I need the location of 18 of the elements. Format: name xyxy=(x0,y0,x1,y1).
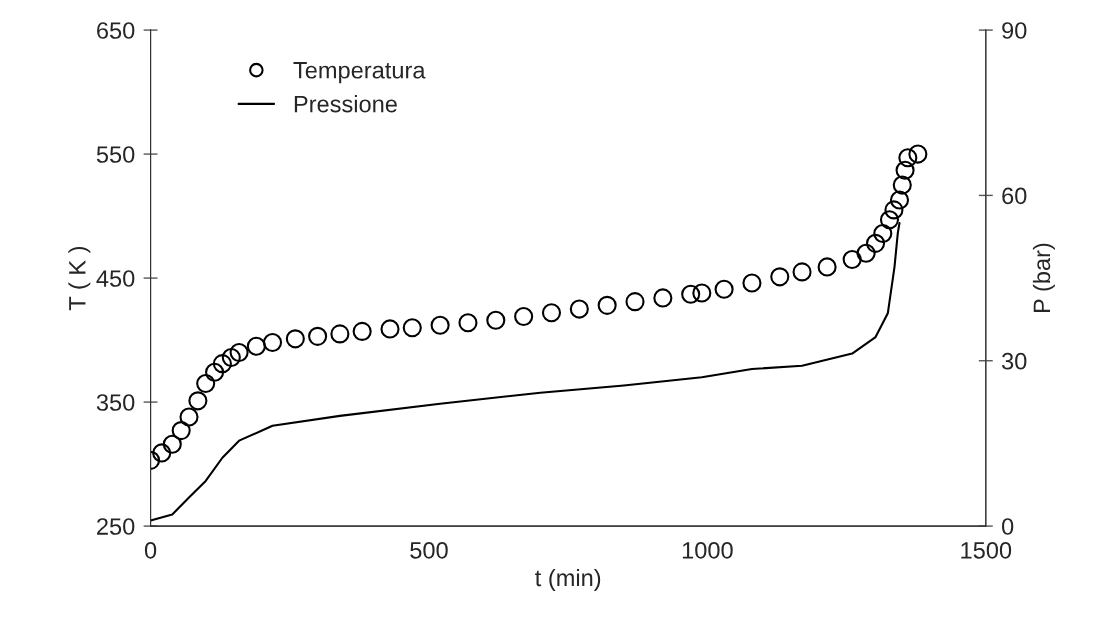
x-tick-label: 1500 xyxy=(961,541,1012,559)
y2-tick-label: 60 xyxy=(1002,187,1027,205)
y-tick-label: 250 xyxy=(97,518,135,535)
x-tick-label: 500 xyxy=(410,541,448,559)
x-tick-label: 1000 xyxy=(682,541,733,559)
x-axis-title: t (min) xyxy=(535,568,601,591)
y-axis-title: T ( K ) xyxy=(68,246,91,311)
y-tick-label: 450 xyxy=(96,270,135,287)
y2-tick-label: 0 xyxy=(1002,518,1014,535)
x-tick-label: 0 xyxy=(144,541,157,559)
legend-label: Pressione xyxy=(294,95,397,113)
y2-tick-label: 90 xyxy=(1002,22,1027,39)
y-tick-label: 650 xyxy=(97,22,135,39)
y-tick-label: 550 xyxy=(96,146,135,163)
y2-axis-title: P (bar) xyxy=(1032,243,1055,313)
legend-label: Temperatura xyxy=(293,62,426,84)
y2-tick-label: 30 xyxy=(1001,352,1027,370)
y-tick-label: 350 xyxy=(96,394,135,411)
